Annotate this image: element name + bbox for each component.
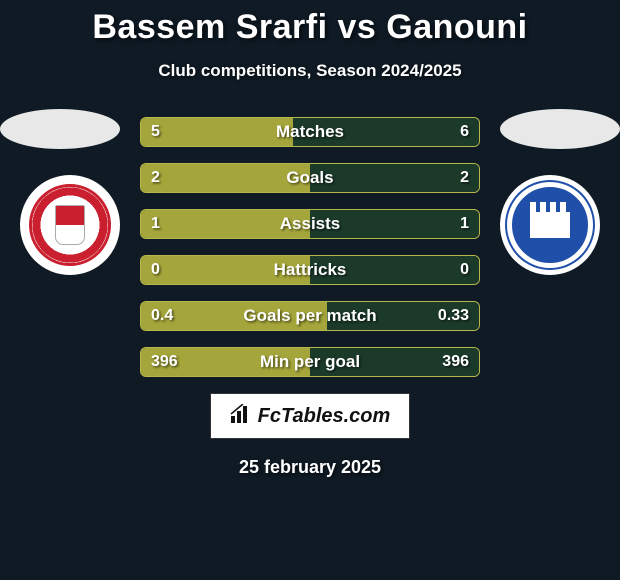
- stat-value-left: 0: [151, 261, 160, 279]
- stat-label: Goals: [286, 168, 333, 188]
- comparison-body: 56Matches22Goals11Assists00Hattricks0.40…: [0, 117, 620, 377]
- chart-icon: [230, 404, 252, 429]
- stat-bars: 56Matches22Goals11Assists00Hattricks0.40…: [140, 117, 480, 377]
- stat-value-left: 5: [151, 123, 160, 141]
- player-left-avatar: [0, 109, 120, 149]
- fctables-watermark: FcTables.com: [210, 393, 410, 439]
- comparison-subtitle: Club competitions, Season 2024/2025: [0, 61, 620, 81]
- fctables-label: FcTables.com: [258, 405, 391, 428]
- stat-row: 396 396 Min per goal: [140, 347, 480, 377]
- castle-icon: [530, 212, 570, 238]
- stat-row: 5 6 Matches: [140, 117, 480, 147]
- stat-value-right: 0.33: [438, 307, 469, 325]
- stat-value-left: 396: [151, 353, 178, 371]
- stat-label: Assists: [280, 214, 340, 234]
- comparison-title: Bassem Srarfi vs Ganouni: [0, 0, 620, 47]
- club-left-badge: [20, 175, 120, 275]
- player-right-avatar: [500, 109, 620, 149]
- stat-value-left: 0.4: [151, 307, 173, 325]
- stat-label: Hattricks: [274, 260, 347, 280]
- stat-value-right: 1: [460, 215, 469, 233]
- stat-label: Goals per match: [243, 306, 376, 326]
- stat-fill-left: [141, 118, 293, 146]
- stat-value-left: 1: [151, 215, 160, 233]
- stat-row: 1 1 Assists: [140, 209, 480, 239]
- stat-label: Matches: [276, 122, 344, 142]
- comparison-date: 25 february 2025: [0, 457, 620, 478]
- stat-value-left: 2: [151, 169, 160, 187]
- stat-row: 0 0 Hattricks: [140, 255, 480, 285]
- us-monastir-icon: [507, 182, 593, 268]
- stat-label: Min per goal: [260, 352, 360, 372]
- stat-value-right: 396: [442, 353, 469, 371]
- stat-fill-right: [310, 164, 479, 192]
- club-right-badge: [500, 175, 600, 275]
- stat-value-right: 0: [460, 261, 469, 279]
- stat-fill-left: [141, 164, 310, 192]
- club-africain-icon: [29, 184, 111, 266]
- stat-row: 0.4 0.33 Goals per match: [140, 301, 480, 331]
- flag-icon: [55, 205, 85, 245]
- stat-row: 2 2 Goals: [140, 163, 480, 193]
- stat-value-right: 6: [460, 123, 469, 141]
- stat-value-right: 2: [460, 169, 469, 187]
